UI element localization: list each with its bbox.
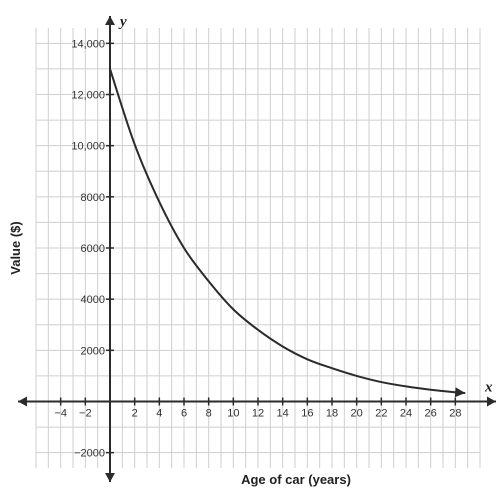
y-axis-variable-label: y	[118, 14, 127, 30]
x-tick-label: 28	[449, 407, 461, 419]
x-tick-label: 16	[301, 407, 313, 419]
y-tick-label: 12,000	[71, 90, 105, 102]
y-tick-label: 14,000	[71, 38, 105, 50]
x-tick-label: 8	[206, 407, 212, 419]
x-tick-label: 18	[326, 407, 338, 419]
x-tick-label: 14	[277, 407, 289, 419]
x-axis-title: Age of car (years)	[241, 472, 351, 487]
x-tick-label: 6	[181, 407, 187, 419]
curve-arrow-icon	[454, 387, 466, 398]
x-axis-arrow-right-icon	[487, 396, 496, 407]
y-tick-label: 4000	[81, 294, 105, 306]
x-tick-label: 4	[156, 407, 162, 419]
y-axis-title: Value ($)	[8, 221, 23, 274]
y-tick-label: 6000	[81, 243, 105, 255]
x-tick-label: 26	[425, 407, 437, 419]
y-tick-label: 8000	[81, 192, 105, 204]
x-tick-label: 2	[132, 407, 138, 419]
y-axis-arrow-down-icon	[105, 473, 115, 482]
y-tick-label: 10,000	[71, 141, 105, 153]
x-tick-label: 22	[375, 407, 387, 419]
x-tick-label: −2	[79, 407, 92, 419]
value-curve	[109, 68, 466, 395]
y-tick-label: 2000	[81, 345, 105, 357]
x-tick-label: 24	[400, 407, 412, 419]
axis-layer	[18, 16, 496, 482]
x-tick-label: 10	[227, 407, 239, 419]
y-tick-label: −2000	[74, 448, 105, 460]
x-axis-arrow-left-icon	[18, 396, 27, 407]
y-axis-arrow-up-icon	[105, 16, 115, 25]
tick-label-layer: −4 −2 2 4 6 8 10 12 14 16 18 20 22 24 26 28−20002000400…	[54, 38, 461, 459]
curve-layer	[109, 68, 466, 398]
x-axis-variable-label: x	[484, 379, 493, 395]
x-tick-label: 20	[351, 407, 363, 419]
x-tick-label: −4	[54, 407, 67, 419]
x-tick-label: 12	[252, 407, 264, 419]
